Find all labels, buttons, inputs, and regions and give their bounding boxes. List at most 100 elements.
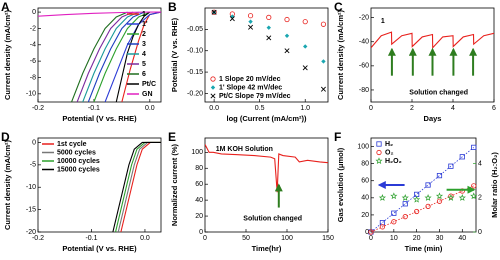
y-tick-label: -10 [26, 91, 36, 98]
y-tick-label: -0.15 [187, 69, 203, 76]
marker [248, 24, 254, 30]
y-tick-label: 0 [32, 9, 36, 16]
y-tick-label: 60 [195, 181, 203, 188]
y-axis-label: Current density (mA/cm²) [3, 139, 12, 230]
series-line [115, 11, 151, 102]
y-tick-label: -0.05 [187, 26, 203, 33]
series-line [205, 144, 328, 193]
annotation: 1 [381, 18, 385, 25]
y-tick-label: -40 [359, 39, 369, 46]
y-tick-label: 40 [361, 195, 369, 202]
x-axis-label: Time (min) [405, 244, 443, 253]
marker [459, 154, 465, 160]
marker [247, 13, 254, 19]
marker [458, 194, 466, 201]
marker [413, 195, 421, 203]
y-tick-label: -6 [30, 58, 36, 65]
marker [414, 208, 420, 215]
annotation: 1M KOH Solution [216, 146, 273, 153]
plot-frame [370, 7, 495, 103]
x-tick-label: 20 [413, 235, 421, 242]
y2-axis-label: Molar ratio (H₂:O₂) [490, 152, 499, 218]
series-line [71, 11, 128, 102]
legend-label: 1' Slope 42 mV/dec [219, 84, 282, 91]
y-tick-label: -80 [359, 87, 369, 94]
x-tick-label: 40 [458, 235, 466, 242]
y-tick-label: -0.20 [187, 90, 203, 97]
x-axis-label: Time(hr) [252, 244, 282, 253]
x-tick-label: 100 [281, 235, 293, 242]
panel-label: F [334, 130, 341, 144]
y2-tick-label: 0 [478, 229, 482, 236]
series-line [115, 141, 161, 232]
marker [447, 194, 455, 201]
legend-label: H₂ [385, 141, 393, 148]
x-axis-label: Potential (V vs. RHE) [62, 114, 137, 123]
series-line [82, 11, 139, 102]
panel-label: D [1, 130, 10, 144]
y-tick-label: 100 [191, 149, 203, 156]
marker [229, 16, 235, 22]
x-tick-label: 6 [492, 105, 496, 112]
marker [436, 198, 443, 204]
x-tick-label: 0.0 [140, 235, 150, 242]
series-line [112, 141, 161, 232]
x-tick-label: 1.0 [300, 105, 310, 112]
y-axis-label: Potential (V vs. RHE) [170, 17, 179, 92]
marker [211, 9, 217, 15]
marker [378, 194, 387, 201]
y-tick-label: -8 [30, 74, 36, 81]
marker [402, 214, 408, 220]
marker [379, 224, 386, 230]
x-tick-label: 2 [410, 105, 414, 112]
series-line [87, 11, 145, 102]
y-tick-label: -60 [359, 63, 369, 70]
y-tick-label: 80 [195, 165, 203, 172]
y-tick-label: -2 [30, 25, 36, 32]
marker [435, 192, 444, 200]
marker [248, 19, 253, 24]
panel-label: A [1, 0, 10, 14]
annotation: Solution changed [243, 216, 302, 223]
x-tick-label: 10 [390, 235, 398, 242]
marker [266, 35, 272, 41]
legend-key [210, 76, 216, 82]
marker [321, 59, 326, 64]
marker [320, 86, 326, 92]
marker [471, 183, 477, 189]
y2-tick-label: 2 [478, 195, 482, 202]
marker [425, 182, 431, 188]
x-axis-label: log (Current (mA/cm²)) [227, 114, 307, 123]
x-tick-label: 30 [436, 235, 444, 242]
legend-label: 1 [142, 11, 146, 18]
y-tick-label: -5 [30, 162, 36, 169]
marker [320, 21, 327, 27]
legend-label: 1 Slope 20 mV/dec [219, 76, 281, 83]
y-axis-label: Current density (mA/cm²) [336, 9, 345, 100]
plot-frame [37, 7, 162, 103]
legend-label: H₂O₂ [385, 158, 402, 165]
marker [425, 203, 431, 209]
panel-label: B [168, 0, 177, 14]
x-tick-label: 50 [242, 235, 250, 242]
plot-frame [37, 137, 162, 233]
y-tick-label: 40 [195, 197, 203, 204]
marker [284, 33, 290, 38]
y-tick-label: -4 [30, 42, 36, 49]
plot-frame [204, 137, 329, 233]
y-tick-label: 20 [195, 213, 203, 220]
x-tick-label: -0.1 [88, 105, 100, 112]
marker [303, 44, 308, 49]
series-line [38, 11, 161, 17]
series-line [371, 31, 494, 50]
x-tick-label: 0 [369, 235, 373, 242]
marker [471, 144, 477, 150]
y-tick-label: 100 [357, 143, 369, 150]
plot-frame [204, 7, 329, 103]
marker [284, 16, 290, 23]
x-axis-label: Days [424, 114, 442, 123]
y-tick-label: -20 [26, 229, 36, 236]
x-tick-label: 0.0 [209, 105, 219, 112]
y-tick-label: 60 [361, 178, 369, 185]
